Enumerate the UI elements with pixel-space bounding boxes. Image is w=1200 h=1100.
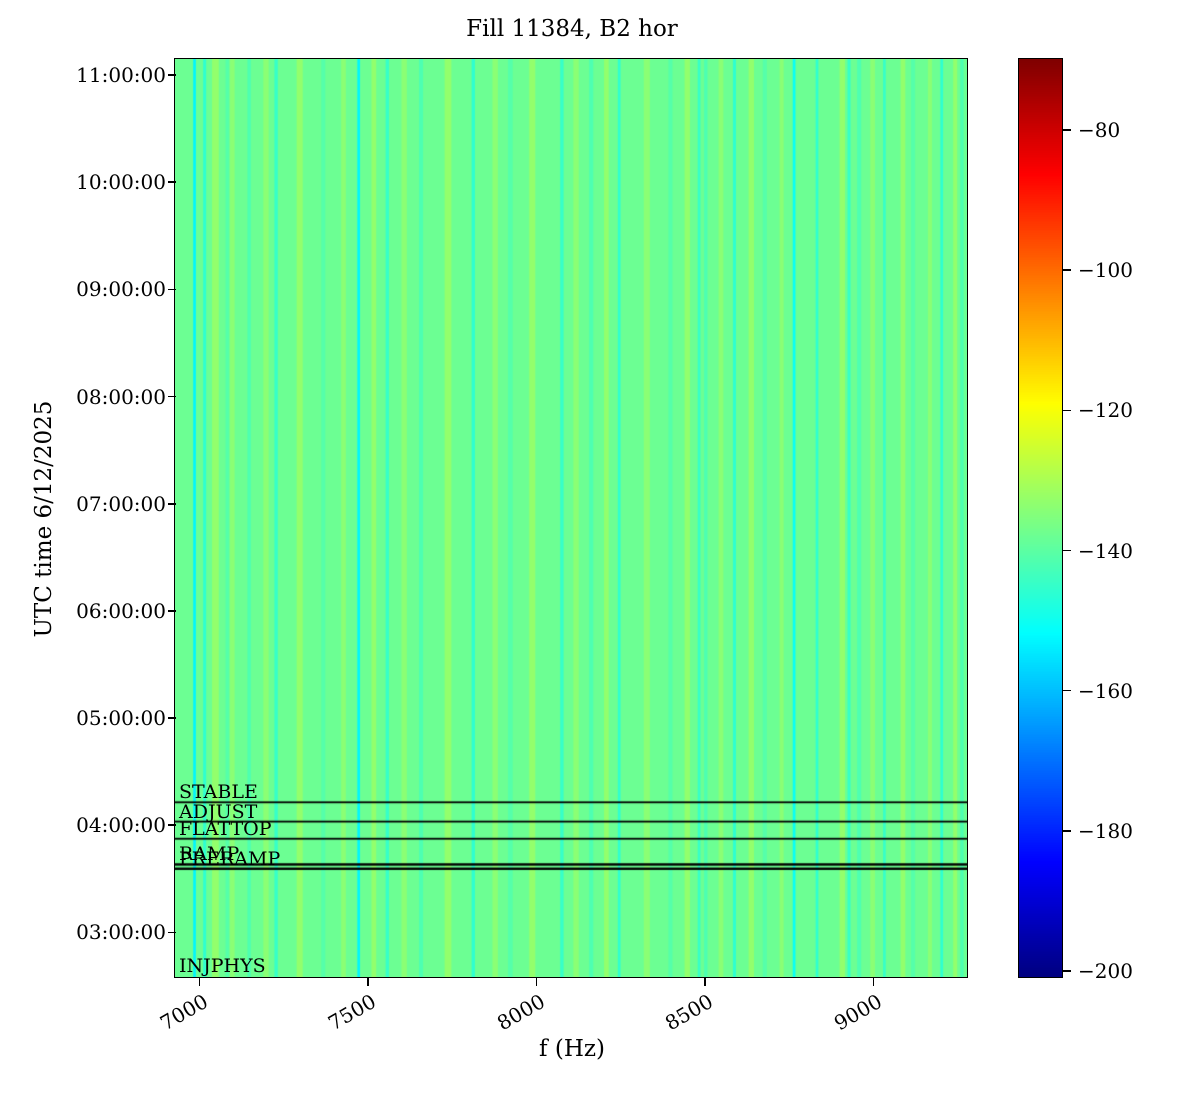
y-tick-label: 03:00:00 [76, 920, 166, 945]
colorbar-tick-mark [1063, 129, 1071, 131]
colorbar [1018, 58, 1064, 979]
spectrogram-heatmap [175, 59, 968, 978]
colorbar-tick-label: −160 [1078, 678, 1133, 703]
y-tick-label: 08:00:00 [76, 384, 166, 409]
beam-mode-label: INJPHYS [179, 954, 266, 977]
x-tick-mark [704, 978, 706, 986]
x-tick-mark [535, 978, 538, 986]
y-tick-label: 05:00:00 [76, 706, 166, 731]
y-tick-mark [168, 181, 176, 183]
x-axis-label: f (Hz) [539, 1036, 605, 1062]
colorbar-tick-mark [1063, 970, 1071, 972]
colorbar-tick-label: −120 [1078, 398, 1133, 423]
chart-title: Fill 11384, B2 hor [466, 16, 678, 42]
y-tick-label: 09:00:00 [76, 277, 166, 302]
x-tick-mark [198, 978, 201, 986]
y-tick-label: 11:00:00 [76, 63, 166, 87]
y-tick-mark [168, 502, 176, 505]
y-tick-label: 06:00:00 [76, 598, 166, 623]
y-tick-mark [168, 931, 176, 934]
colorbar-tick-mark [1063, 409, 1071, 412]
colorbar-tick-mark [1063, 269, 1071, 272]
colorbar-tick-mark [1063, 549, 1071, 552]
colorbar-gradient [1019, 59, 1063, 978]
x-tick-mark [367, 978, 369, 986]
colorbar-tick-label: −200 [1078, 958, 1133, 983]
y-tick-label: 04:00:00 [76, 813, 166, 838]
y-tick-mark [168, 824, 176, 827]
y-tick-mark [168, 717, 176, 719]
y-tick-label: 10:00:00 [76, 170, 166, 195]
colorbar-tick-mark [1063, 689, 1071, 692]
y-tick-label: 07:00:00 [76, 491, 166, 516]
colorbar-tick-mark [1063, 830, 1071, 832]
y-tick-mark [168, 395, 176, 398]
colorbar-tick-label: −100 [1078, 258, 1133, 283]
y-tick-mark [168, 288, 176, 291]
y-tick-mark [168, 610, 176, 612]
colorbar-tick-label: −140 [1078, 538, 1133, 563]
beam-mode-label: ADJUST [179, 800, 258, 823]
colorbar-tick-label: −80 [1078, 118, 1121, 143]
plot-area [174, 58, 969, 979]
beam-mode-label: STABLE [179, 781, 258, 804]
colorbar-tick-label: −180 [1078, 818, 1133, 843]
y-tick-mark [168, 74, 176, 76]
beam-mode-label: FLATTOP [179, 817, 272, 840]
beam-mode-label: RAMP [179, 843, 240, 866]
x-tick-mark [872, 978, 875, 986]
beam-mode-label: PRERAMP [179, 847, 281, 870]
